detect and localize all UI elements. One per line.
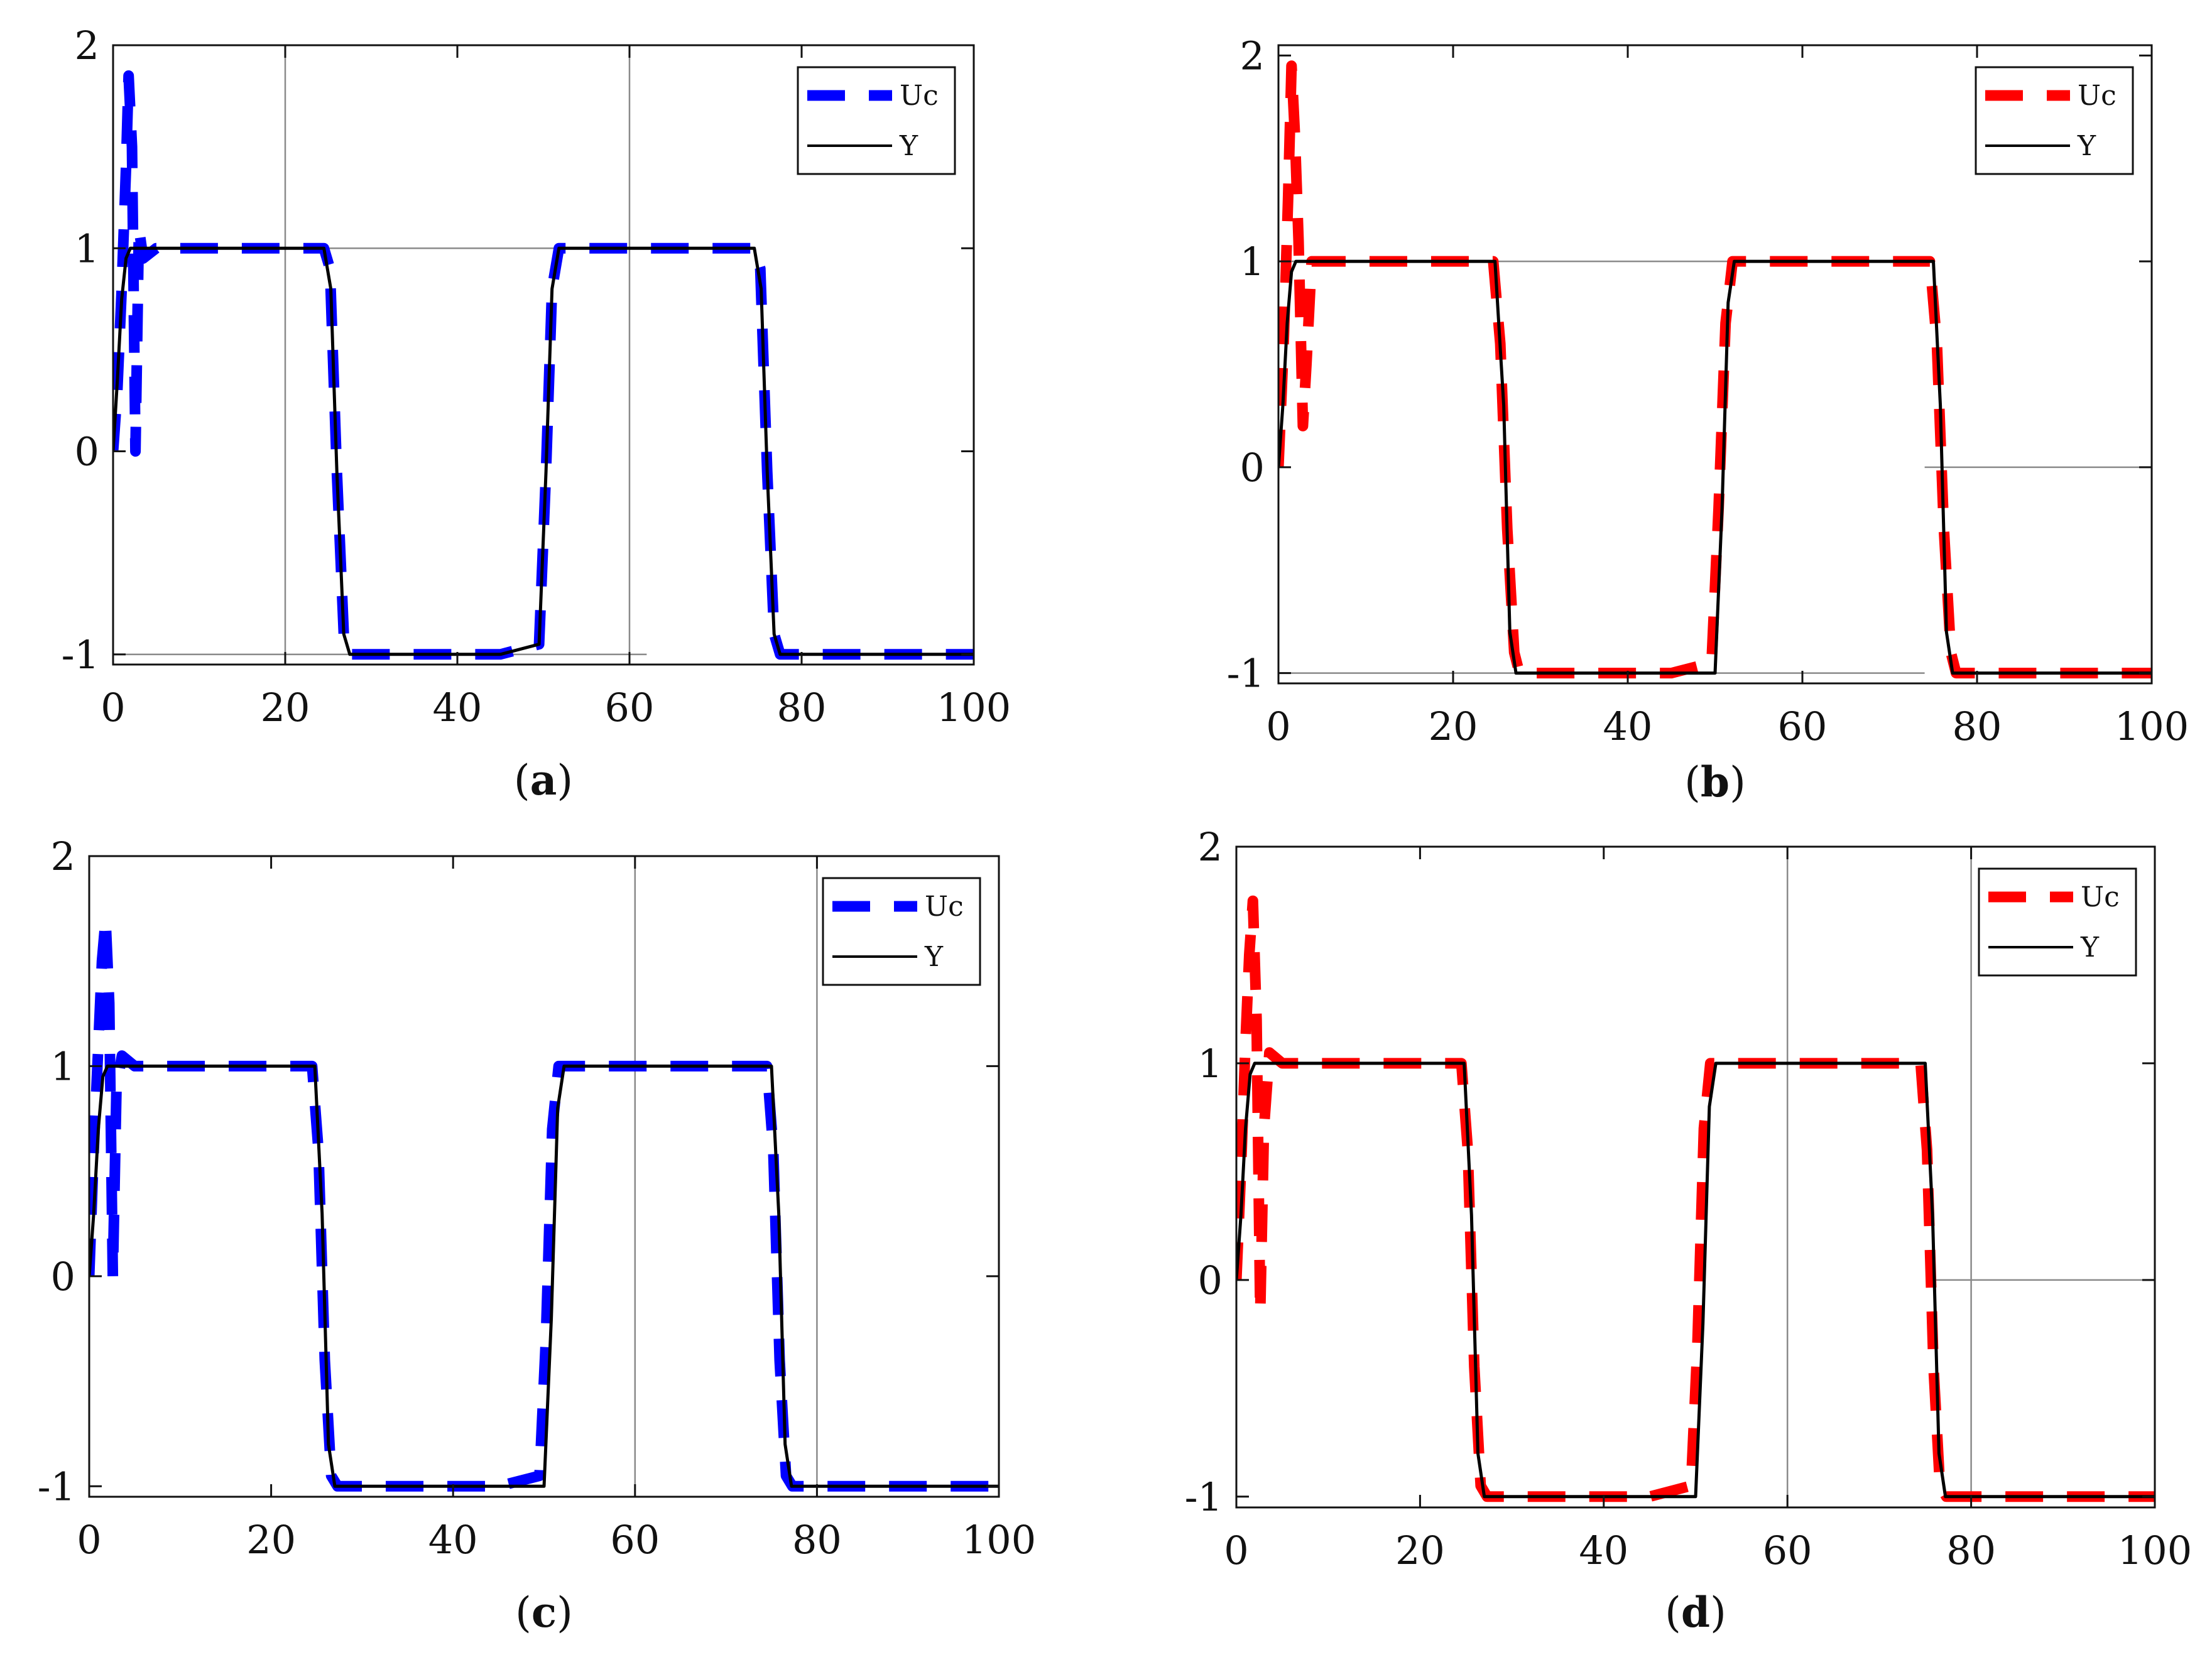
x-tick-label: 0 bbox=[77, 1517, 101, 1563]
series-line-y bbox=[1236, 1061, 2155, 1499]
legend: Uc Y bbox=[1975, 66, 2134, 175]
x-tick-label: 40 bbox=[428, 1517, 478, 1563]
x-tick-label: 60 bbox=[610, 1517, 660, 1563]
x-tick-label: 60 bbox=[1778, 703, 1828, 749]
legend-label-y: Y bbox=[899, 130, 918, 162]
x-tick-label: 60 bbox=[605, 685, 655, 730]
caption-close: ) bbox=[557, 756, 573, 805]
legend-box bbox=[1978, 867, 2137, 977]
y-tick-label: 2 bbox=[1198, 824, 1223, 870]
series-line-y bbox=[89, 1064, 999, 1488]
y-tick-label: -1 bbox=[1227, 651, 1265, 697]
x-tick-label: 100 bbox=[2115, 703, 2189, 749]
caption-letter: b bbox=[1701, 757, 1730, 806]
x-tick-label: 20 bbox=[246, 1517, 296, 1563]
y-tick-label: 1 bbox=[1198, 1041, 1223, 1087]
y-tick-label: 0 bbox=[51, 1254, 75, 1300]
y-tick-label: -1 bbox=[38, 1463, 75, 1509]
x-tick-label: 0 bbox=[1224, 1528, 1248, 1573]
panel-caption: (a) bbox=[514, 756, 573, 805]
legend: Uc Y bbox=[1978, 867, 2137, 977]
x-tick-label: 100 bbox=[962, 1517, 1036, 1563]
legend: Uc Y bbox=[822, 877, 981, 986]
x-tick-label: 0 bbox=[1266, 703, 1290, 749]
series-line-uc bbox=[1236, 895, 2155, 1502]
legend-label-uc: Uc bbox=[2078, 80, 2117, 112]
x-tick-label: 40 bbox=[1603, 703, 1653, 749]
caption-open: ( bbox=[1684, 758, 1701, 806]
legend-box bbox=[797, 66, 956, 175]
axes-frame bbox=[1277, 44, 2153, 685]
y-tick-label: 2 bbox=[1240, 33, 1265, 79]
series-line-y bbox=[1278, 259, 2152, 675]
y-tick-label: 2 bbox=[75, 23, 99, 68]
legend-box bbox=[822, 877, 981, 986]
legend-label-uc: Uc bbox=[2081, 881, 2120, 913]
legend: Uc Y bbox=[797, 66, 956, 175]
caption-close: ) bbox=[1730, 758, 1746, 806]
panel-caption: (b) bbox=[1684, 757, 1746, 806]
y-tick-label: 0 bbox=[75, 429, 99, 475]
series-line-y bbox=[113, 246, 974, 656]
series-line-uc bbox=[89, 913, 999, 1492]
caption-letter: a bbox=[530, 756, 557, 805]
x-tick-label: 20 bbox=[261, 685, 310, 730]
caption-open: ( bbox=[515, 1588, 531, 1637]
x-tick-label: 40 bbox=[433, 685, 482, 730]
legend-label-uc: Uc bbox=[900, 80, 939, 112]
legend-box bbox=[1975, 66, 2134, 175]
y-tick-label: 1 bbox=[51, 1043, 75, 1089]
legend-label-uc: Uc bbox=[925, 891, 964, 923]
y-tick-label: 0 bbox=[1240, 445, 1265, 491]
panel-caption: (c) bbox=[515, 1588, 573, 1637]
x-tick-label: 80 bbox=[792, 1517, 842, 1563]
x-tick-label: 60 bbox=[1763, 1528, 1812, 1573]
x-tick-label: 20 bbox=[1429, 703, 1478, 749]
legend-label-y: Y bbox=[2080, 931, 2100, 964]
legend-label-y: Y bbox=[2077, 130, 2096, 162]
y-tick-label: -1 bbox=[1185, 1474, 1223, 1520]
y-tick-label: 1 bbox=[75, 225, 99, 271]
x-tick-label: 80 bbox=[777, 685, 827, 730]
y-tick-label: -1 bbox=[62, 632, 99, 678]
x-tick-label: 100 bbox=[2118, 1528, 2192, 1573]
x-tick-label: 20 bbox=[1395, 1528, 1445, 1573]
legend-label-y: Y bbox=[924, 941, 944, 973]
caption-letter: d bbox=[1681, 1588, 1710, 1637]
x-tick-label: 100 bbox=[937, 685, 1011, 730]
x-tick-label: 80 bbox=[1946, 1528, 1996, 1573]
panel-caption: (d) bbox=[1665, 1588, 1726, 1637]
caption-close: ) bbox=[557, 1588, 573, 1637]
caption-close: ) bbox=[1710, 1588, 1726, 1637]
axes-frame bbox=[1235, 845, 2156, 1509]
y-tick-label: 2 bbox=[51, 833, 75, 879]
axes-frame bbox=[88, 855, 1000, 1498]
y-tick-label: 0 bbox=[1198, 1257, 1223, 1303]
y-tick-label: 1 bbox=[1240, 239, 1265, 285]
axes-frame bbox=[112, 44, 975, 666]
x-tick-label: 80 bbox=[1953, 703, 2002, 749]
caption-open: ( bbox=[514, 756, 530, 805]
caption-letter: c bbox=[531, 1588, 557, 1637]
x-tick-label: 0 bbox=[101, 685, 125, 730]
caption-open: ( bbox=[1665, 1588, 1681, 1637]
x-tick-label: 40 bbox=[1579, 1528, 1628, 1573]
